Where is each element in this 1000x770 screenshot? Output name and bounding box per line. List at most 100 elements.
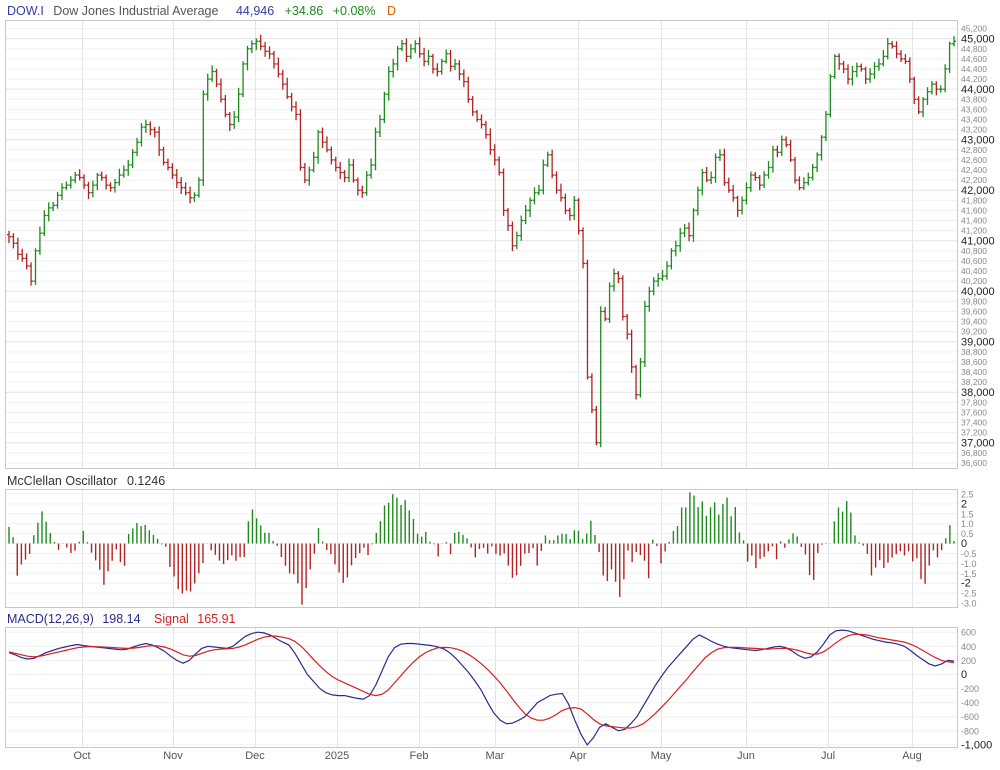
macd-header: MACD(12,26,9) 198.14 Signal 165.91 — [7, 612, 236, 626]
price-minor-tick-label: 41,400 — [961, 216, 987, 226]
price-bar — [488, 128, 493, 155]
price-bar — [33, 248, 38, 285]
price-bar — [638, 358, 643, 398]
price-major-tick-label: 40,000 — [961, 286, 995, 298]
price-minor-tick-label: 38,200 — [961, 377, 987, 387]
price-bar — [837, 53, 842, 70]
price-bar — [479, 114, 484, 129]
price-bar — [510, 221, 515, 252]
price-bar — [704, 166, 709, 183]
oscillator-title: McClellan Oscillator — [7, 474, 117, 488]
price-minor-tick-label: 37,400 — [961, 418, 987, 428]
price-minor-tick-label: 36,800 — [961, 448, 987, 458]
price-bar — [952, 36, 956, 47]
price-bar — [258, 34, 263, 51]
price-bar — [943, 64, 948, 93]
price-minor-tick-label: 44,400 — [961, 64, 987, 74]
x-tick-label: Dec — [245, 750, 265, 762]
price-bar — [581, 227, 586, 269]
price-bar — [404, 38, 409, 63]
price-bar — [439, 58, 444, 75]
price-bar — [682, 224, 687, 238]
price-bar — [876, 58, 881, 71]
price-bar — [642, 300, 647, 368]
price-bar — [894, 41, 899, 59]
price-bar — [713, 153, 718, 183]
price-bar — [218, 78, 223, 103]
x-tick-label: Oct — [73, 750, 90, 762]
price-bar — [68, 176, 73, 189]
price-bar — [90, 180, 95, 198]
price-bar — [161, 146, 166, 166]
price-bar — [854, 62, 859, 78]
price-bar — [603, 306, 608, 322]
price-bar — [598, 306, 603, 448]
price-bar — [810, 163, 815, 181]
price-bar — [210, 65, 215, 82]
price-bar — [514, 231, 519, 250]
price-bar — [475, 109, 480, 122]
macd-tick-label: -400 — [961, 698, 979, 708]
price-bar — [444, 49, 449, 64]
price-bar — [77, 169, 82, 181]
price-minor-tick-label: 44,200 — [961, 74, 987, 84]
price-bar — [112, 178, 117, 193]
price-bar — [227, 112, 232, 132]
price-bar — [307, 166, 312, 186]
oscillator-tick-label: 1.5 — [961, 509, 974, 519]
price-bar — [744, 182, 749, 205]
price-bar — [15, 237, 20, 260]
price-bar — [731, 184, 736, 202]
price-bar — [678, 227, 683, 252]
price-bar — [885, 37, 890, 60]
price-bar — [386, 66, 391, 101]
price-bar — [550, 149, 555, 179]
price-bar — [236, 87, 241, 122]
price-bar — [554, 171, 559, 194]
x-tick-label: Jun — [737, 750, 755, 762]
price-bar — [7, 230, 11, 244]
price-major-tick-label: 38,000 — [961, 387, 995, 399]
price-bar — [497, 156, 502, 176]
price-bar — [400, 40, 405, 52]
price-bar — [205, 73, 210, 101]
x-tick-label: Nov — [163, 750, 183, 762]
price-minor-tick-label: 42,200 — [961, 175, 987, 185]
price-bar — [611, 268, 616, 292]
price-bar — [99, 171, 104, 181]
price-bar — [294, 101, 299, 121]
price-bar — [872, 62, 877, 80]
price-bar — [453, 58, 458, 71]
price-bar — [921, 97, 926, 118]
price-minor-tick-label: 37,600 — [961, 407, 987, 417]
price-bar — [201, 90, 206, 187]
price-bar — [929, 80, 934, 95]
price-bar — [748, 171, 753, 192]
price-minor-tick-label: 39,200 — [961, 327, 987, 337]
price-bar — [143, 119, 148, 134]
price-bar — [788, 139, 793, 162]
price-bar — [545, 151, 550, 168]
price-minor-tick-label: 45,200 — [961, 24, 987, 34]
price-major-tick-label: 37,000 — [961, 438, 995, 450]
interval-label: D — [387, 4, 396, 18]
price-bar — [430, 53, 435, 74]
price-bar — [95, 172, 100, 191]
price-minor-tick-label: 44,600 — [961, 54, 987, 64]
chart-header: DOW.I Dow Jones Industrial Average 44,94… — [7, 4, 396, 18]
price-bar — [766, 160, 771, 179]
price-bar — [660, 270, 665, 281]
price-minor-tick-label: 37,800 — [961, 397, 987, 407]
price-major-tick-label: 44,000 — [961, 84, 995, 96]
price-bar — [311, 151, 316, 173]
price-bar — [651, 277, 656, 296]
price-bar — [726, 177, 731, 193]
price-bar — [329, 146, 334, 165]
price-bar — [46, 202, 51, 222]
price-bar — [775, 145, 780, 158]
oscillator-header: McClellan Oscillator 0.1246 — [7, 474, 165, 488]
price-panel-frame — [5, 20, 958, 469]
price-bar — [753, 171, 758, 181]
price-bar — [347, 158, 352, 183]
